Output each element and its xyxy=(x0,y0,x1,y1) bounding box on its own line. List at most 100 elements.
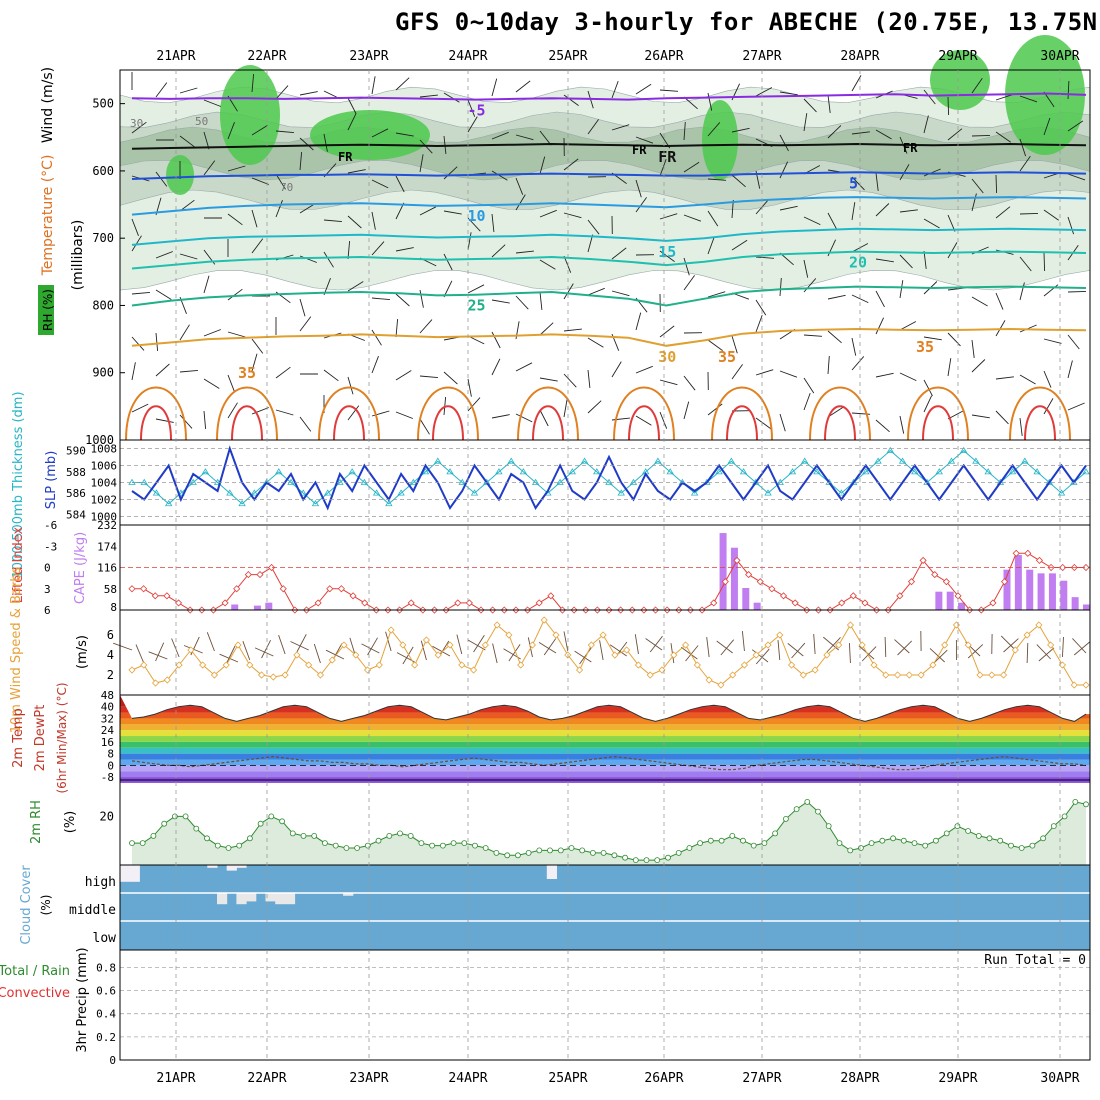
isotherm-label: 35 xyxy=(238,364,256,382)
upper-wind-barb xyxy=(827,212,837,230)
thickness-marker xyxy=(140,478,148,485)
cloud-high-gap xyxy=(129,865,140,882)
isotherm-35-loop xyxy=(125,386,187,441)
upper-wind-barb xyxy=(827,330,842,344)
surface-wind-barb xyxy=(634,634,639,655)
upper-wind-barb xyxy=(131,291,150,295)
rh-marker xyxy=(632,857,639,863)
cloud-level-label: low xyxy=(93,931,117,946)
isotherm-line xyxy=(131,227,1087,246)
upper-wind-barb xyxy=(899,209,918,213)
cloud-middle-gap xyxy=(275,893,286,905)
upper-wind-barb xyxy=(755,256,775,259)
lifted-index-marker xyxy=(1059,563,1067,572)
lifted-index-marker xyxy=(768,585,776,593)
cloud-high-gap xyxy=(207,865,218,868)
wind-speed-marker xyxy=(1047,641,1055,649)
cape-tick-label: 116 xyxy=(97,562,117,575)
cloud-cover-fill xyxy=(120,865,1090,950)
upper-wind-barb xyxy=(443,253,453,271)
wind-speed-marker xyxy=(976,671,984,679)
wind-speed-marker xyxy=(835,641,843,649)
wind-tick-label: 2 xyxy=(107,668,114,682)
upper-wind-barb xyxy=(779,370,798,378)
upper-wind-barb xyxy=(683,121,686,141)
lifted-index-marker xyxy=(1082,563,1090,572)
rh-marker xyxy=(332,842,339,849)
thickness-marker xyxy=(348,468,356,475)
rh-marker xyxy=(997,837,1004,844)
rh-marker xyxy=(557,847,564,854)
rh-marker xyxy=(900,837,907,844)
upper-wind-barb xyxy=(683,257,690,276)
rh-high-patch xyxy=(310,110,430,160)
wind-speed-marker xyxy=(246,661,254,669)
upper-wind-barb xyxy=(827,406,844,418)
wind-speed-marker xyxy=(399,641,407,649)
cape-bar xyxy=(1048,573,1056,610)
freezing-level-label: FR xyxy=(632,143,647,157)
temperature-color-band xyxy=(120,718,1090,725)
lifted-index-marker xyxy=(465,599,473,607)
precip-tick-label: 0.4 xyxy=(96,1008,116,1021)
upper-wind-barb xyxy=(707,236,715,255)
lifted-index-marker xyxy=(861,599,869,607)
upper-wind-barb xyxy=(971,178,984,194)
upper-wind-barb xyxy=(323,219,342,223)
upper-wind-barb xyxy=(611,124,630,131)
upper-wind-barb xyxy=(251,353,258,372)
upper-wind-barb xyxy=(659,379,678,386)
wind-speed-marker xyxy=(222,661,230,669)
upper-wind-barb xyxy=(1019,282,1025,301)
thickness-marker xyxy=(739,468,748,475)
top-date-label: 25APR xyxy=(548,49,587,64)
upper-wind-barb xyxy=(875,203,890,217)
upper-wind-barb xyxy=(515,194,526,211)
thickness-marker xyxy=(605,478,613,485)
isotherm-line xyxy=(131,92,1087,101)
surface-wind-barb xyxy=(848,642,851,664)
thickness-marker xyxy=(299,489,307,496)
surface-wind-barb xyxy=(685,645,699,662)
temperature-line xyxy=(131,704,1087,722)
upper-wind-barb xyxy=(779,413,786,432)
wind-speed-marker xyxy=(964,641,972,649)
wind-speed-marker xyxy=(363,666,372,674)
rh-marker xyxy=(675,850,682,856)
rh-marker xyxy=(407,833,414,839)
rh-marker xyxy=(1083,801,1089,808)
temperature-tick-label: 40 xyxy=(101,701,114,714)
rh-marker xyxy=(590,850,596,856)
upper-wind-barb xyxy=(1043,252,1046,272)
surface-wind-barb xyxy=(385,631,392,652)
upper-wind-barb xyxy=(995,206,1011,219)
top-date-label: 28APR xyxy=(840,49,879,64)
wind-speed-marker xyxy=(163,676,171,684)
rh-marker xyxy=(836,840,843,846)
lifted-index-marker xyxy=(896,592,904,600)
thickness-marker xyxy=(519,468,528,475)
thickness-marker xyxy=(1008,468,1017,475)
upper-wind-barb xyxy=(539,322,554,336)
upper-wind-barb xyxy=(563,283,574,300)
thickness-marker xyxy=(250,489,259,496)
rh-marker xyxy=(911,840,918,846)
wind-speed-marker xyxy=(1082,681,1090,689)
upper-wind-barb xyxy=(539,156,546,175)
rh-marker xyxy=(375,837,382,844)
upper-wind-barb xyxy=(515,295,529,310)
upper-wind-barb xyxy=(1019,374,1036,385)
isotherm-35-loop xyxy=(809,386,871,441)
upper-wind-barb xyxy=(1067,120,1084,132)
upper-wind-barb xyxy=(1019,212,1039,215)
wind-speed-marker xyxy=(340,641,348,649)
upper-wind-barb xyxy=(131,121,147,134)
rh-marker xyxy=(943,830,950,837)
upper-wind-barb xyxy=(419,154,424,173)
upper-wind-barb xyxy=(563,399,568,418)
lifted-index-marker xyxy=(174,599,183,607)
pressure-tick-label: 600 xyxy=(92,164,114,178)
cape-bar xyxy=(730,547,738,610)
rh-marker xyxy=(289,830,296,837)
